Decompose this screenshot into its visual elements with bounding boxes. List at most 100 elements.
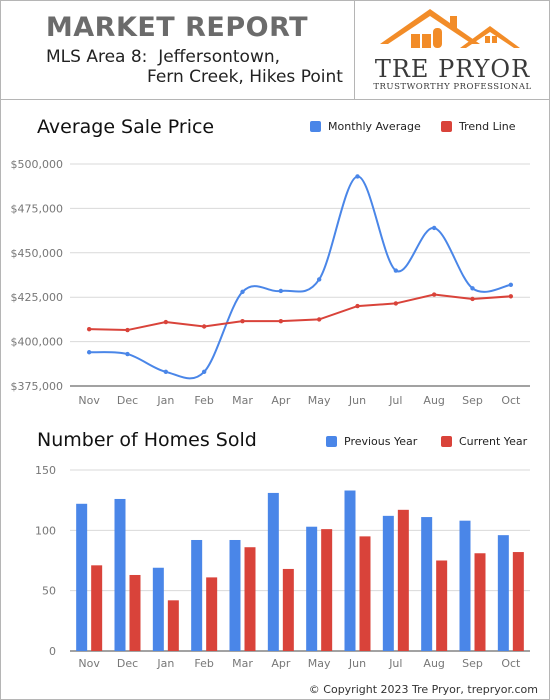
house-logo-icon (380, 9, 520, 48)
x-tick-label: Apr (271, 394, 291, 407)
x-tick-label: Sep (462, 394, 483, 407)
legend-swatch-1 (326, 436, 337, 447)
bar-previous-year (152, 567, 164, 651)
bar-previous-year (76, 503, 88, 651)
y-tick-label: $400,000 (11, 336, 64, 349)
bar-previous-year (421, 517, 433, 651)
data-point (163, 319, 169, 325)
bar-current-year (397, 509, 409, 651)
data-point (508, 282, 514, 287)
legend-label-1: Previous Year (344, 435, 418, 448)
bar-current-year (244, 547, 256, 651)
header-divider (354, 0, 355, 100)
x-tick-label: May (308, 394, 331, 407)
x-tick-label: Feb (194, 657, 213, 670)
y-tick-label: 100 (35, 524, 56, 537)
data-point (278, 288, 284, 294)
x-tick-label: Jun (348, 394, 366, 407)
y-tick-label: 50 (42, 585, 56, 598)
data-point (316, 317, 322, 322)
brand-name: TRE PRYOR (374, 55, 531, 83)
x-tick-label: Nov (78, 657, 100, 670)
x-tick-label: Dec (117, 394, 138, 407)
bar-current-year (474, 553, 486, 651)
bar-previous-year (114, 498, 126, 651)
x-tick-label: Aug (423, 657, 444, 670)
data-point (355, 303, 360, 309)
x-tick-label: Oct (501, 657, 521, 670)
data-point (355, 174, 360, 179)
data-point (431, 292, 437, 297)
bar-current-year (91, 565, 103, 651)
brand-tagline: TRUSTWORTHY PROFESSIONAL (373, 82, 532, 92)
legend-swatch-1 (310, 121, 321, 132)
bar-current-year (167, 600, 179, 651)
data-point (163, 369, 169, 374)
data-point (86, 350, 92, 355)
x-tick-label: Apr (271, 657, 291, 670)
x-tick-label: Jul (388, 394, 402, 407)
x-tick-label: Oct (501, 394, 521, 407)
y-tick-label: 0 (49, 645, 56, 658)
chart-title: Number of Homes Sold (37, 429, 257, 451)
bar-previous-year (497, 535, 509, 651)
bar-previous-year (306, 526, 318, 651)
data-point (240, 289, 245, 295)
data-point (201, 369, 207, 374)
report-area-line-1: MLS Area 8: Jeffersontown, (46, 47, 281, 67)
y-tick-label: $475,000 (11, 202, 64, 215)
legend-label-2: Trend Line (458, 120, 516, 133)
report-header: MARKET REPORT MLS Area 8: Jeffersontown,… (0, 0, 550, 100)
series-line-2 (89, 293, 511, 332)
legend-swatch-2 (441, 436, 452, 447)
bar-current-year (359, 536, 371, 651)
data-point (508, 294, 514, 299)
legend-label-2: Current Year (459, 435, 528, 448)
data-point (278, 318, 284, 324)
data-point (316, 277, 322, 282)
data-point (240, 318, 245, 324)
report-area-line-2: Fern Creek, Hikes Point (147, 67, 343, 87)
x-tick-label: Nov (78, 394, 100, 407)
y-tick-label: $375,000 (11, 380, 64, 393)
x-tick-label: Jun (348, 657, 366, 670)
bar-current-year (436, 560, 448, 651)
data-point (470, 296, 475, 302)
bar-current-year (129, 574, 141, 651)
bar-previous-year (459, 520, 471, 651)
data-point (86, 326, 92, 332)
x-tick-label: Jan (156, 394, 174, 407)
x-tick-label: Feb (194, 394, 213, 407)
data-point (393, 268, 399, 273)
data-point (125, 351, 130, 357)
bar-current-year (512, 552, 524, 651)
series-line-1 (89, 175, 512, 380)
legend-swatch-2 (441, 121, 452, 132)
data-point (470, 286, 475, 291)
x-tick-label: Sep (462, 657, 483, 670)
bar-current-year (206, 577, 218, 651)
bar-previous-year (344, 490, 356, 651)
x-tick-label: Mar (232, 394, 253, 407)
data-point (125, 327, 130, 333)
bar-previous-year (191, 539, 203, 651)
x-tick-label: Dec (117, 657, 138, 670)
legend-label-1: Monthly Average (328, 120, 421, 133)
bar-current-year (321, 529, 333, 651)
chart-title: Average Sale Price (37, 116, 214, 138)
y-tick-label: $500,000 (11, 158, 64, 171)
x-tick-label: Jul (388, 657, 402, 670)
x-tick-label: May (308, 657, 331, 670)
x-tick-label: Aug (423, 394, 444, 407)
x-tick-label: Mar (232, 657, 253, 670)
copyright-footer: © Copyright 2023 Tre Pryor, trepryor.com (308, 683, 538, 696)
data-point (201, 324, 207, 329)
homes-sold-chart: Number of Homes Sold Previous Year Current… (35, 429, 530, 670)
data-point (393, 301, 399, 306)
average-sale-price-chart: Average Sale Price Monthly Average Trend L… (11, 116, 530, 407)
report-title: MARKET REPORT (45, 12, 309, 43)
bar-current-year (282, 568, 294, 651)
y-tick-label: 150 (35, 464, 56, 477)
bar-previous-year (229, 539, 241, 651)
bar-previous-year (382, 515, 394, 651)
